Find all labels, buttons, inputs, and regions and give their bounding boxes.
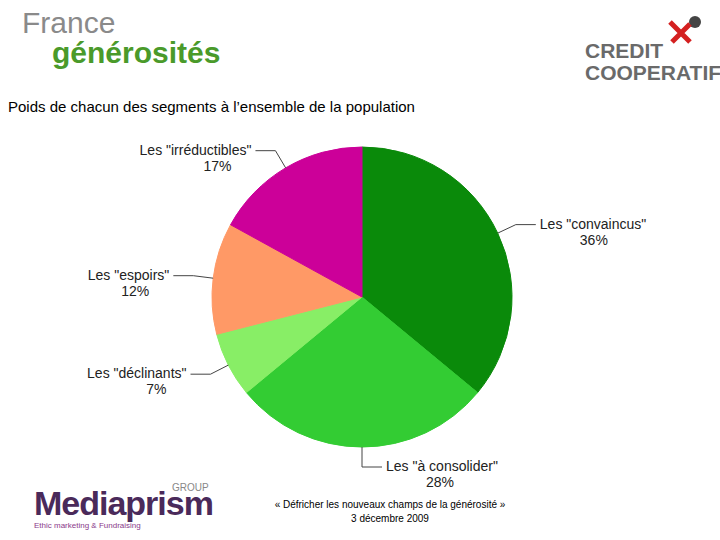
svg-text:28%: 28% [426,474,454,490]
svg-text:12%: 12% [121,283,149,299]
svg-text:7%: 7% [146,381,166,397]
svg-text:17%: 17% [203,158,231,174]
html-text:Ethic marketing & Fundraising: Ethic marketing & Fundraising [34,521,141,530]
html-text:France: France [22,6,116,39]
svg-text:Les "espoirs": Les "espoirs" [88,267,170,283]
html-text:GROUP: GROUP [172,482,209,493]
svg-text:Les "déclinants": Les "déclinants" [87,365,186,381]
svg-text:Les "convaincus": Les "convaincus" [540,216,646,232]
html-text:générosités: générosités [52,36,221,69]
html-text:3 décembre 2009: 3 décembre 2009 [351,513,429,524]
html-text:CREDIT: CREDIT [585,39,664,62]
svg-text:Les "irréductibles": Les "irréductibles" [140,142,252,158]
html-text:Mediaprism: Mediaprism [34,484,213,522]
html-text:« Défricher les nouveaux champ: « Défricher les nouveaux champs de la gé… [274,499,506,510]
svg-text:Les "à consolider": Les "à consolider" [386,458,498,474]
svg-text:36%: 36% [580,232,608,248]
html-text:Poids de chacun des segments à: Poids de chacun des segments à l’ensembl… [8,98,415,115]
